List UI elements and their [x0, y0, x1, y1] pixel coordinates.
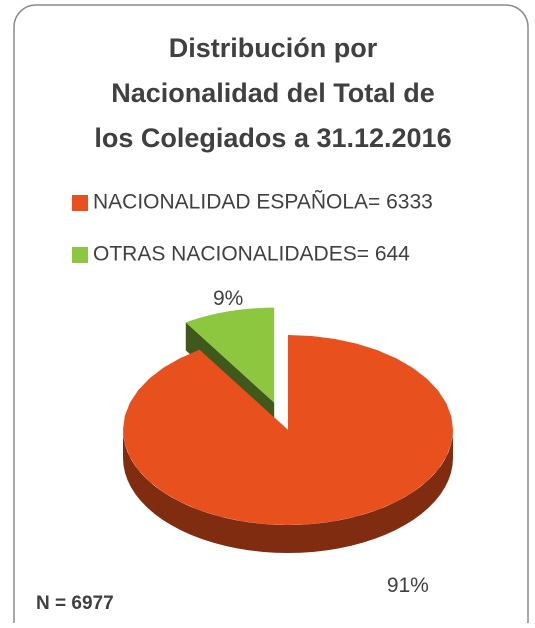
- legend-label: OTRAS NACIONALIDADES= 644: [93, 243, 410, 266]
- legend-swatch: [72, 247, 88, 263]
- chart-title: Distribución por: [169, 33, 378, 63]
- chart-title: los Colegiados a 31.12.2016: [94, 123, 451, 153]
- data-label: 9%: [213, 287, 243, 310]
- annotation: N = 6977: [36, 593, 114, 614]
- chart-title: Nacionalidad del Total de: [111, 78, 435, 108]
- slice: [123, 335, 453, 525]
- legend-label: NACIONALIDAD ESPAÑOLA= 6333: [93, 190, 433, 214]
- slice-side: [123, 430, 453, 553]
- data-label: 91%: [387, 574, 429, 597]
- slice: [185, 307, 275, 403]
- legend-swatch: [72, 195, 88, 211]
